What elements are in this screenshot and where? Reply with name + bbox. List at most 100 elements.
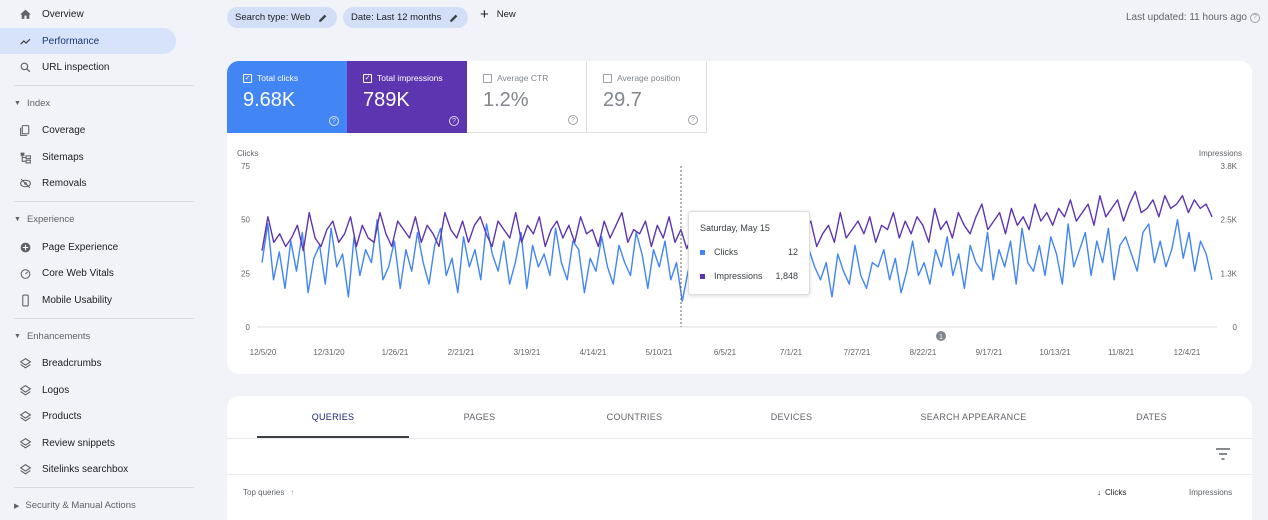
x-tick-label: 5/10/21 <box>646 348 673 357</box>
sidebar-item-core-web-vitals[interactable]: Core Web Vitals <box>0 260 176 286</box>
col-clicks[interactable]: ↓ Clicks <box>1097 488 1126 497</box>
active-tab-indicator <box>257 436 409 438</box>
chip-label: Date: Last 12 months <box>351 12 442 23</box>
tab-label: PAGES <box>463 412 496 422</box>
help-icon[interactable]: ? <box>449 116 459 126</box>
checkbox-checked-icon[interactable]: ✓ <box>363 73 372 83</box>
sidebar-item-overview[interactable]: Overview <box>0 1 176 27</box>
filter-icon[interactable] <box>1216 448 1230 460</box>
sidebar-item-logos[interactable]: Logos <box>0 377 176 403</box>
sidebar-item-label: Core Web Vitals <box>42 267 114 279</box>
metric-average-ctr[interactable]: Average CTR 1.2% ? <box>467 61 587 133</box>
x-tick-label: 1/26/21 <box>382 348 409 357</box>
help-icon[interactable]: ? <box>688 115 698 125</box>
tooltip-value: 12 <box>787 247 798 257</box>
section-header-index[interactable]: ▼ Index <box>14 98 50 109</box>
sidebar-item-review-snippets[interactable]: Review snippets <box>0 430 176 456</box>
caret-down-icon: ▼ <box>14 216 21 223</box>
sidebar-item-label: Mobile Usability <box>42 294 113 306</box>
sidebar-item-label: URL inspection <box>42 61 110 73</box>
new-label: New <box>496 9 516 20</box>
section-header-security[interactable]: ▶ Security & Manual Actions <box>14 500 136 511</box>
sidebar-item-url-inspection[interactable]: URL inspection <box>0 54 176 80</box>
tooltip-row-clicks: Clicks 12 <box>700 247 798 257</box>
tab-search-appearance[interactable]: SEARCH APPEARANCE <box>897 396 1050 438</box>
sidebar-item-label: Products <box>42 410 82 422</box>
home-icon <box>18 7 32 21</box>
x-tick-label: 10/13/21 <box>1039 348 1071 357</box>
x-tick-label: 12/5/20 <box>250 348 277 357</box>
last-updated-text: Last updated: 11 hours ago <box>1125 12 1247 23</box>
x-tick-label: 8/22/21 <box>910 348 937 357</box>
metric-value: 29.7 <box>603 89 642 111</box>
sidebar-item-removals[interactable]: Removals <box>0 170 176 196</box>
sidebar-item-label: Page Experience <box>42 241 119 253</box>
arrow-up-icon: ↑ <box>290 488 295 497</box>
checkbox-icon[interactable] <box>603 73 612 83</box>
layers-icon <box>18 383 32 397</box>
metric-value: 789K <box>363 89 410 111</box>
col-label: Impressions <box>1189 488 1233 497</box>
metric-total-clicks[interactable]: ✓ Total clicks 9.68K ? <box>227 61 347 133</box>
section-header-experience[interactable]: ▼ Experience <box>14 214 74 225</box>
right-axis-title: Impressions <box>1198 149 1242 158</box>
tab-devices[interactable]: DEVICES <box>729 396 854 438</box>
sidebar-item-page-experience[interactable]: Page Experience <box>0 234 176 260</box>
tab-dates[interactable]: DATES <box>1089 396 1214 438</box>
left-tick-label: 25 <box>241 269 250 278</box>
sidebar-item-mobile-usability[interactable]: Mobile Usability <box>0 287 176 313</box>
tab-label: DEVICES <box>770 412 813 422</box>
help-icon[interactable]: ? <box>1250 12 1260 23</box>
metric-value: 9.68K <box>243 89 296 111</box>
sidebar-item-sitelinks-searchbox[interactable]: Sitelinks searchbox <box>0 456 176 482</box>
x-tick-label: 12/31/20 <box>313 348 345 357</box>
x-tick-label: 11/8/21 <box>1108 348 1135 357</box>
layers-icon <box>18 462 32 476</box>
tooltip-label: Impressions <box>714 271 763 281</box>
metric-total-impressions[interactable]: ✓ Total impressions 789K ? <box>347 61 467 133</box>
sidebar-item-label: Coverage <box>42 124 86 136</box>
x-tick-label: 9/17/21 <box>976 348 1003 357</box>
last-updated: Last updated: 11 hours ago ? <box>1126 12 1260 23</box>
sidebar-item-sitemaps[interactable]: Sitemaps <box>0 144 176 170</box>
right-tick-label: 3.8K <box>1221 162 1238 171</box>
help-icon[interactable]: ? <box>329 116 339 126</box>
tab-label: DATES <box>1136 412 1167 422</box>
section-header-enhancements[interactable]: ▼ Enhancements <box>14 331 90 342</box>
edit-icon <box>450 14 458 22</box>
new-filter-button[interactable]: + New <box>480 7 516 22</box>
sidebar-item-coverage[interactable]: Coverage <box>0 117 176 143</box>
sidebar-item-breadcrumbs[interactable]: Breadcrumbs <box>0 350 176 376</box>
trending-up-icon <box>18 34 32 48</box>
layers-icon <box>18 436 32 450</box>
sidebar-item-products[interactable]: Products <box>0 403 176 429</box>
metric-average-position[interactable]: Average position 29.7 ? <box>587 61 707 133</box>
checkbox-icon[interactable] <box>483 73 492 83</box>
sidebar: Overview Performance URL inspection ▼ In… <box>0 0 196 520</box>
help-icon[interactable]: ? <box>568 115 578 125</box>
sidebar-item-performance[interactable]: Performance <box>0 28 176 54</box>
arrow-down-icon: ↓ <box>1097 488 1101 497</box>
sidebar-item-label: Logos <box>42 384 70 396</box>
tab-countries[interactable]: COUNTRIES <box>572 396 697 438</box>
checkbox-checked-icon[interactable]: ✓ <box>243 73 252 83</box>
layers-icon <box>18 409 32 423</box>
x-tick-label: 2/21/21 <box>448 348 475 357</box>
x-tick-label: 12/4/21 <box>1174 348 1201 357</box>
section-title: Security & Manual Actions <box>25 500 136 511</box>
coverage-icon <box>18 123 32 137</box>
col-top-queries[interactable]: Top queries ↑ <box>243 488 294 497</box>
tab-queries[interactable]: QUERIES <box>257 396 409 438</box>
left-tick-label: 0 <box>246 323 251 332</box>
sidebar-item-label: Sitelinks searchbox <box>42 463 129 475</box>
date-range-chip[interactable]: Date: Last 12 months <box>343 7 469 28</box>
x-tick-label: 7/1/21 <box>780 348 803 357</box>
annotation-marker-label: 1 <box>939 334 943 341</box>
search-icon <box>18 60 32 74</box>
search-type-chip[interactable]: Search type: Web <box>227 7 338 28</box>
left-tick-label: 75 <box>241 162 250 171</box>
sidebar-item-label: Sitemaps <box>42 151 84 163</box>
col-impressions[interactable]: Impressions <box>1189 488 1232 497</box>
tab-pages[interactable]: PAGES <box>417 396 542 438</box>
tab-label: SEARCH APPEARANCE <box>920 412 1027 422</box>
